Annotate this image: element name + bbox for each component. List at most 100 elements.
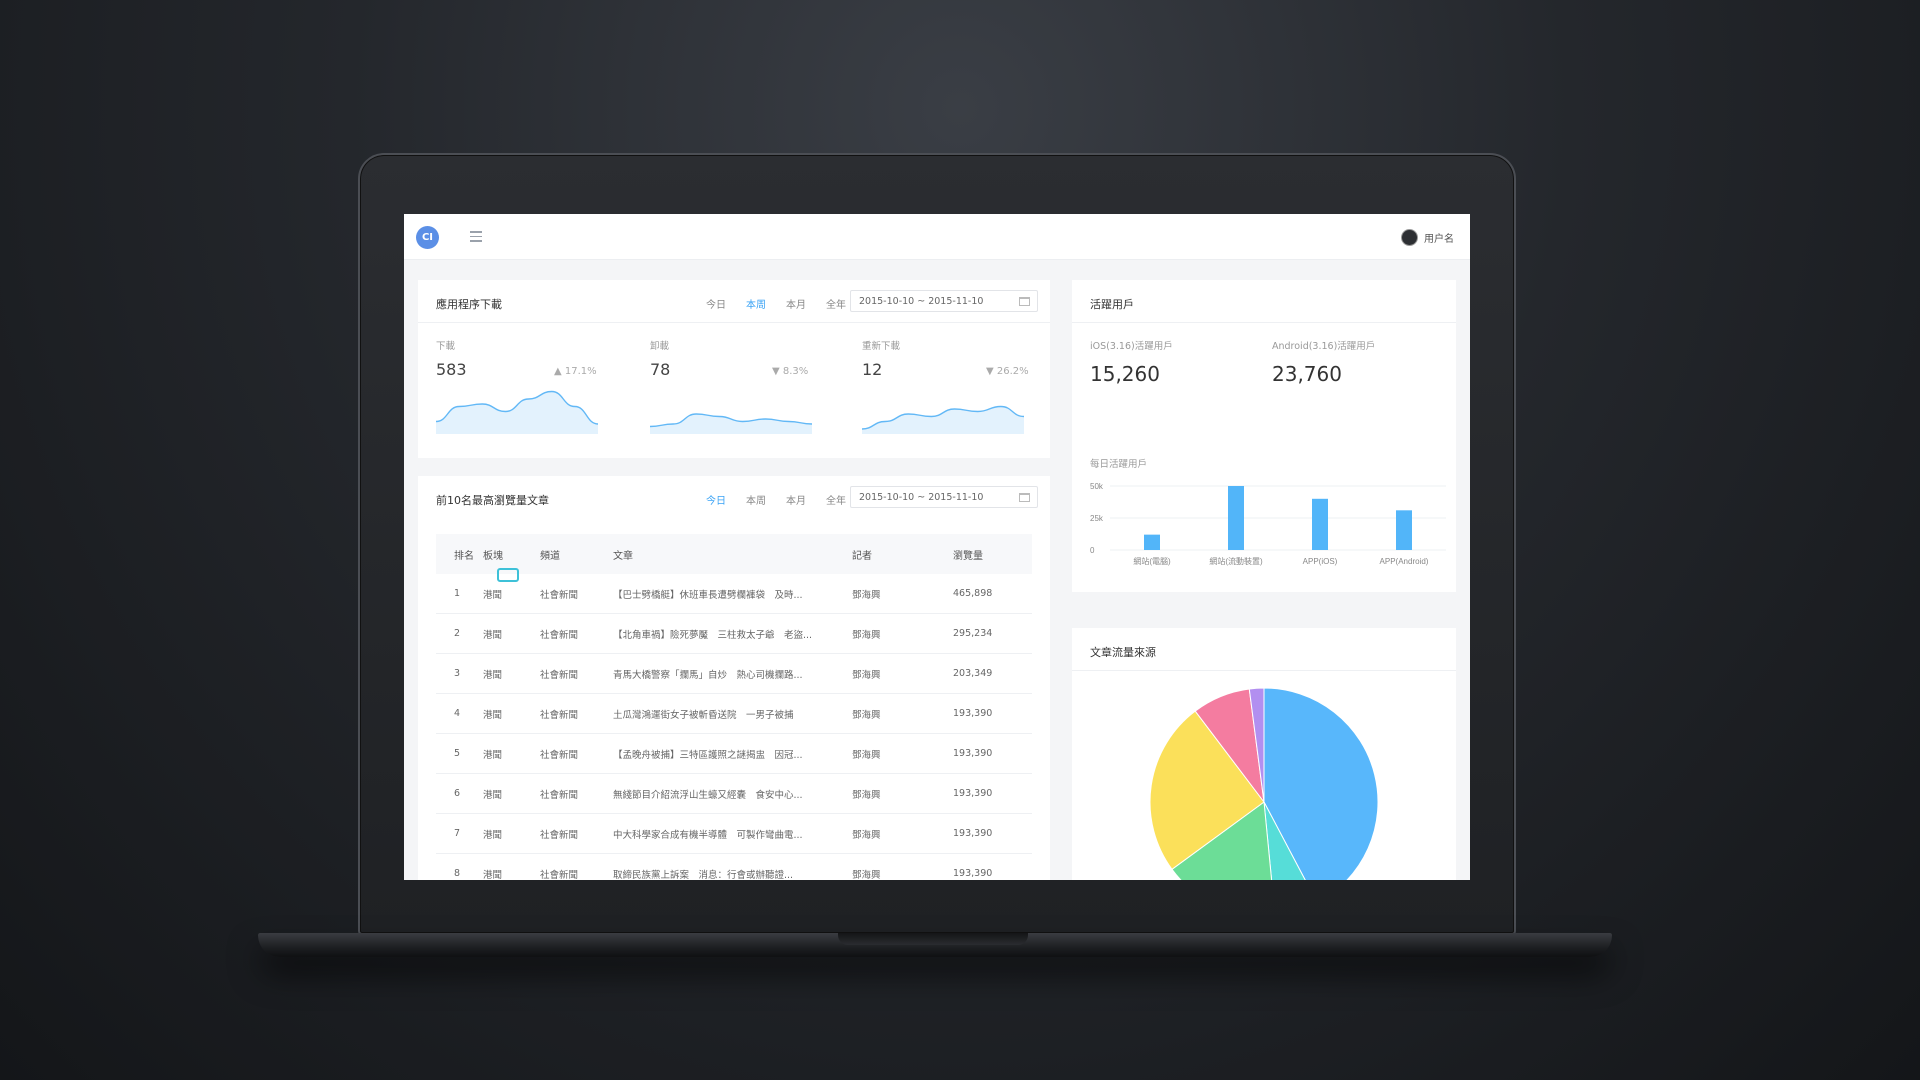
cell-views: 193,390 [953, 828, 993, 839]
table-row[interactable]: 1 港聞 社會新聞 【巴士劈橋艇】休班車長遭劈欄褲袋 及時... 鄧海興 465,898 [436, 574, 1032, 614]
stat-uninstalls: 卸載 78 [650, 338, 670, 379]
date-range-text: 2015-10-10 ~ 2015-11-10 [859, 492, 984, 503]
divider [418, 322, 1050, 323]
cell-section: 港聞 [483, 749, 503, 761]
cell-article[interactable]: 【巴士劈橋艇】休班車長遭劈欄褲袋 及時... [613, 589, 803, 601]
cell-section: 港聞 [483, 829, 503, 841]
date-range-text: 2015-10-10 ~ 2015-11-10 [859, 296, 984, 307]
cell-article[interactable]: 中大科學家合成有機半導體 可製作彎曲電... [613, 829, 803, 841]
cell-reporter: 鄧海興 [852, 589, 881, 601]
col-section[interactable]: 板塊 [483, 550, 503, 562]
cell-views: 465,898 [953, 588, 993, 599]
cell-reporter: 鄧海興 [852, 669, 881, 681]
menu-icon[interactable] [470, 231, 482, 242]
tab-month[interactable]: 本月 [786, 496, 806, 507]
table-row[interactable]: 2 港聞 社會新聞 【北角車禍】險死夢魘 三柱救太子爺 老盜... 鄧海興 295,234 [436, 614, 1032, 654]
avatar [1401, 229, 1418, 246]
cell-reporter: 鄧海興 [852, 749, 881, 761]
table-body: 1 港聞 社會新聞 【巴士劈橋艇】休班車長遭劈欄褲袋 及時... 鄧海興 465,898 2… [436, 574, 1032, 880]
cell-rank: 7 [454, 828, 461, 839]
calendar-icon [1019, 297, 1030, 306]
laptop-notch [838, 933, 1028, 945]
cell-section: 港聞 [483, 589, 503, 601]
cell-views: 295,234 [953, 628, 993, 639]
cell-channel: 社會新聞 [540, 869, 579, 881]
tab-today[interactable]: 今日 [706, 496, 726, 507]
stat-android: Android(3.16)活躍用戶 23,760 [1272, 338, 1375, 386]
table-row[interactable]: 6 港聞 社會新聞 無綫節目介紹流浮山生蠔又經囊 食安中心... 鄧海興 193,390 [436, 774, 1032, 814]
cell-channel: 社會新聞 [540, 669, 579, 681]
x-tick-label: APP(Android) [1380, 557, 1429, 566]
stat-label: 卸載 [650, 341, 670, 352]
y-tick-label: 50k [1090, 482, 1104, 491]
user-menu[interactable]: 用户名 [1401, 229, 1454, 246]
screen: CI 用户名 應用程序下載 今日 本周 本月 全年 2015-10-10 ~ 2… [404, 214, 1470, 880]
cell-article[interactable]: 無綫節目介紹流浮山生蠔又經囊 食安中心... [613, 789, 803, 801]
cell-channel: 社會新聞 [540, 789, 579, 801]
stat-label: Android(3.16)活躍用戶 [1272, 341, 1376, 352]
cell-section: 港聞 [483, 869, 503, 881]
tab-month[interactable]: 本月 [786, 300, 806, 311]
cell-rank: 5 [454, 748, 461, 759]
stat-label: 下載 [436, 341, 456, 352]
col-article[interactable]: 文章 [613, 550, 633, 562]
cell-article[interactable]: 【孟晚舟被捕】三特區護照之謎揭盅 因冠... [613, 749, 803, 761]
pie-slice [1263, 801, 1306, 880]
stat-downloads: 下載 583 [436, 338, 467, 379]
sparkline-line [436, 390, 598, 425]
col-rank[interactable]: 排名 [454, 550, 474, 562]
date-range-picker[interactable]: 2015-10-10 ~ 2015-11-10 [850, 486, 1038, 508]
daily-users-bar-chart: 50k 25k 0 網站(電腦) 網站(流動裝置) APP(iOS) APP(Android… [1090, 482, 1446, 566]
cell-views: 203,349 [953, 668, 993, 679]
cell-rank: 3 [454, 668, 461, 679]
cell-views: 193,390 [953, 708, 993, 719]
tab-week[interactable]: 本周 [746, 300, 766, 311]
table-row[interactable]: 4 港聞 社會新聞 土瓜灣鴻運街女子被斬昏送院 一男子被捕 鄧海興 193,390 [436, 694, 1032, 734]
pie-slice [1263, 687, 1379, 880]
tab-year[interactable]: 全年 [826, 496, 846, 507]
cell-article[interactable]: 【北角車禍】險死夢魘 三柱救太子爺 老盜... [613, 629, 813, 641]
cell-views: 193,390 [953, 788, 993, 799]
stat-redownloads: 重新下載 12 [862, 338, 900, 379]
active-users-panel: 活躍用戶 iOS(3.16)活躍用戶 15,260 Android(3.16)活… [1072, 280, 1456, 592]
logo-icon[interactable]: CI [416, 226, 439, 249]
table-row[interactable]: 8 港聞 社會新聞 取締民族黨上訴案 消息：行會或辦聽證... 鄧海興 193,390 [436, 854, 1032, 880]
y-tick-label: 25k [1090, 514, 1104, 523]
cell-channel: 社會新聞 [540, 629, 579, 641]
stat-value: 78 [650, 360, 671, 379]
col-channel[interactable]: 頻道 [540, 550, 560, 562]
tab-today[interactable]: 今日 [706, 300, 726, 311]
cell-channel: 社會新聞 [540, 709, 579, 721]
cell-reporter: 鄧海興 [852, 829, 881, 841]
downloads-panel: 應用程序下載 今日 本周 本月 全年 2015-10-10 ~ 2015-11-… [418, 280, 1050, 458]
sparkline-line [862, 405, 1024, 430]
table-row[interactable]: 3 港聞 社會新聞 青馬大橋警察「攔馬」自炒 熱心司機攔路... 鄧海興 203,349 [436, 654, 1032, 694]
bar [1396, 510, 1412, 550]
tab-year[interactable]: 全年 [826, 300, 846, 311]
sparkline-area [862, 406, 1024, 434]
x-tick-label: APP(iOS) [1303, 557, 1338, 566]
tab-week[interactable]: 本周 [746, 496, 766, 507]
stat-label: iOS(3.16)活躍用戶 [1090, 341, 1173, 352]
cell-reporter: 鄧海興 [852, 709, 881, 721]
traffic-source-panel: 文章流量來源 [1072, 628, 1456, 880]
cursor-icon [497, 568, 519, 582]
col-views[interactable]: 瀏覽量 [953, 550, 983, 562]
cell-article[interactable]: 青馬大橋警察「攔馬」自炒 熱心司機攔路... [613, 669, 803, 681]
col-reporter[interactable]: 記者 [852, 550, 872, 562]
sparkline-line [650, 413, 812, 428]
cell-article[interactable]: 取締民族黨上訴案 消息：行會或辦聽證... [613, 869, 794, 881]
date-range-picker[interactable]: 2015-10-10 ~ 2015-11-10 [850, 290, 1038, 312]
bar [1312, 498, 1328, 550]
stat-change: ▲ 17.1% [554, 366, 597, 377]
table-row[interactable]: 5 港聞 社會新聞 【孟晚舟被捕】三特區護照之謎揭盅 因冠... 鄧海興 193,390 [436, 734, 1032, 774]
stat-label: 重新下載 [862, 341, 901, 352]
cell-reporter: 鄧海興 [852, 629, 881, 641]
cell-section: 港聞 [483, 629, 503, 641]
top-bar: CI 用户名 [404, 214, 1470, 260]
pie-slice [1171, 801, 1273, 880]
table-row[interactable]: 7 港聞 社會新聞 中大科學家合成有機半導體 可製作彎曲電... 鄧海興 193,390 [436, 814, 1032, 854]
cell-article[interactable]: 土瓜灣鴻運街女子被斬昏送院 一男子被捕 [613, 709, 794, 721]
cell-rank: 4 [454, 708, 461, 719]
top-articles-panel: 前10名最高瀏覽量文章 今日 本周 本月 全年 2015-10-10 ~ 201… [418, 476, 1050, 880]
